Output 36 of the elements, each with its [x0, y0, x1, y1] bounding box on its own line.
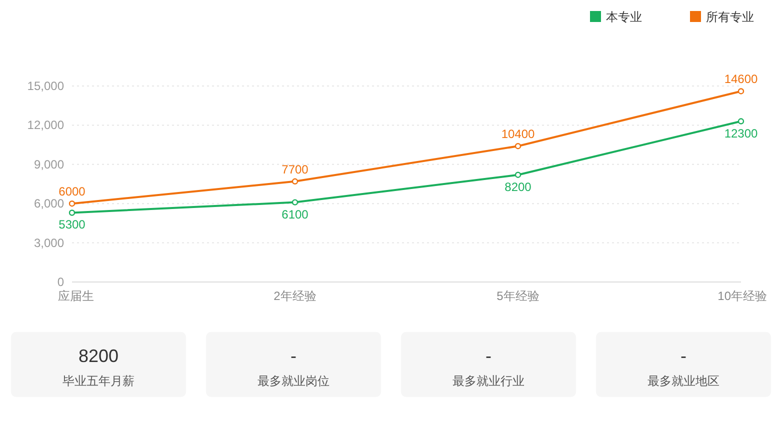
data-label: 12300 [724, 126, 758, 140]
text: 最多就业行业 [452, 374, 524, 388]
point [68, 210, 76, 216]
point [292, 178, 298, 184]
text: 8200 [78, 346, 119, 366]
y-tick-label: 0 [57, 275, 64, 289]
point [292, 199, 298, 206]
text: - [290, 346, 296, 366]
x-tick-label: 5年经验 [496, 289, 540, 303]
point [514, 172, 522, 178]
x-tick-label: 应届生 [58, 289, 94, 303]
y-tick-label: 9,000 [34, 157, 64, 172]
y-tick-label: 12,000 [27, 118, 64, 132]
y-tick-label: 15,000 [27, 79, 64, 93]
data-label: 6100 [282, 207, 309, 222]
x-tick-label: 10年经验 [718, 289, 767, 303]
point [738, 88, 744, 94]
data-label: 7700 [282, 162, 309, 176]
y-tick-label: 6,000 [34, 196, 64, 211]
point [514, 143, 522, 150]
text: 毕业五年月薪 [62, 374, 134, 388]
data-label: 10400 [501, 127, 536, 142]
y-tick-label: 3,000 [34, 236, 64, 250]
data-label: 14600 [724, 72, 758, 86]
text: 最多就业岗位 [258, 374, 330, 388]
data-label: 8200 [504, 180, 532, 194]
legend-label: 本专业 [606, 10, 642, 24]
data-label: 5300 [58, 218, 86, 232]
legend-label: 所有专业 [706, 10, 754, 24]
text: - [680, 346, 686, 366]
text: 最多就业地区 [648, 374, 720, 388]
point [68, 200, 76, 207]
data-label: 6000 [58, 184, 86, 199]
text: - [486, 346, 492, 366]
x-tick-label: 2年经验 [274, 289, 316, 303]
point [738, 118, 744, 124]
